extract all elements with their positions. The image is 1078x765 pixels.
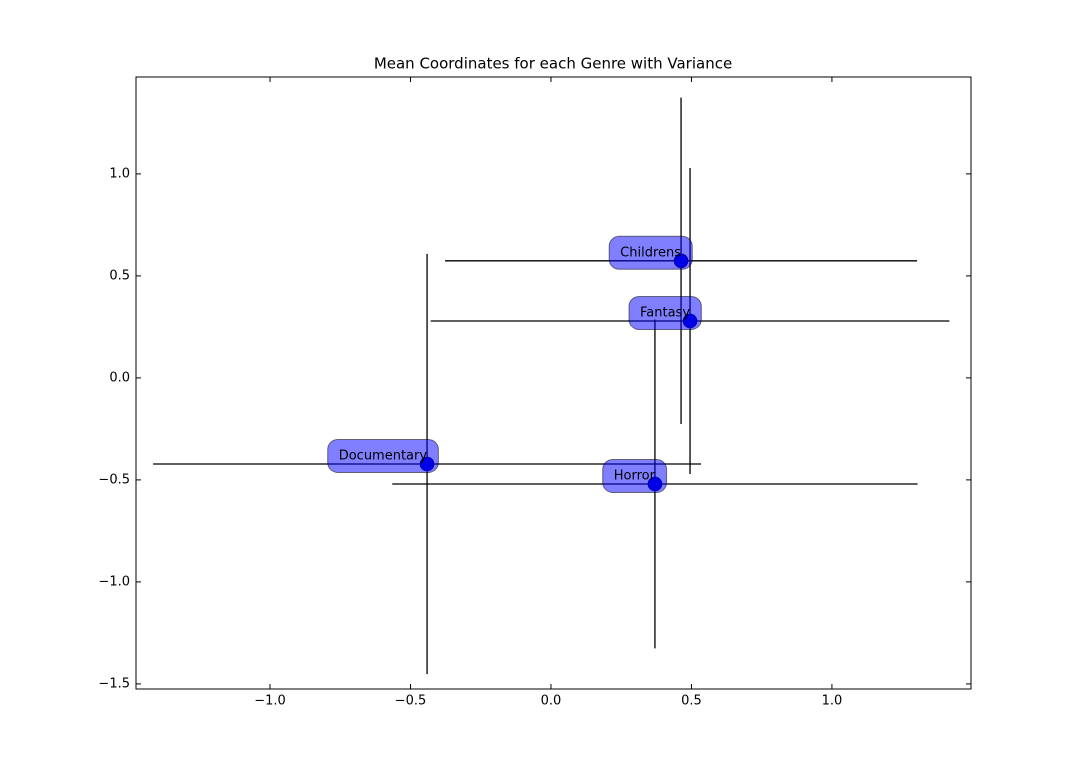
x-tick-label: −1.0 [254,694,286,709]
y-tick-label: −0.5 [98,472,130,487]
x-tick-label: 0.0 [541,694,562,709]
x-tick-label: 0.5 [681,694,702,709]
y-tick-label: −1.5 [98,676,130,691]
label-box [602,458,668,493]
y-tick-label: −1.0 [98,574,130,589]
y-tick-label: 0.5 [109,268,130,283]
chart-title: Mean Coordinates for each Genre with Var… [374,55,732,73]
label-box [327,438,439,473]
point-label: Documentary [339,448,428,463]
label-box [608,235,693,270]
plot-frame [135,76,972,690]
y-tick-label: 1.0 [109,166,130,181]
point-label: Horror [614,468,656,483]
y-tick-label: 0.0 [109,370,130,385]
x-tick-label: −0.5 [395,694,427,709]
label-box [628,295,702,330]
point-label: Childrens [620,245,681,260]
x-tick-label: 1.0 [822,694,843,709]
point-label: Fantasy [640,305,690,320]
